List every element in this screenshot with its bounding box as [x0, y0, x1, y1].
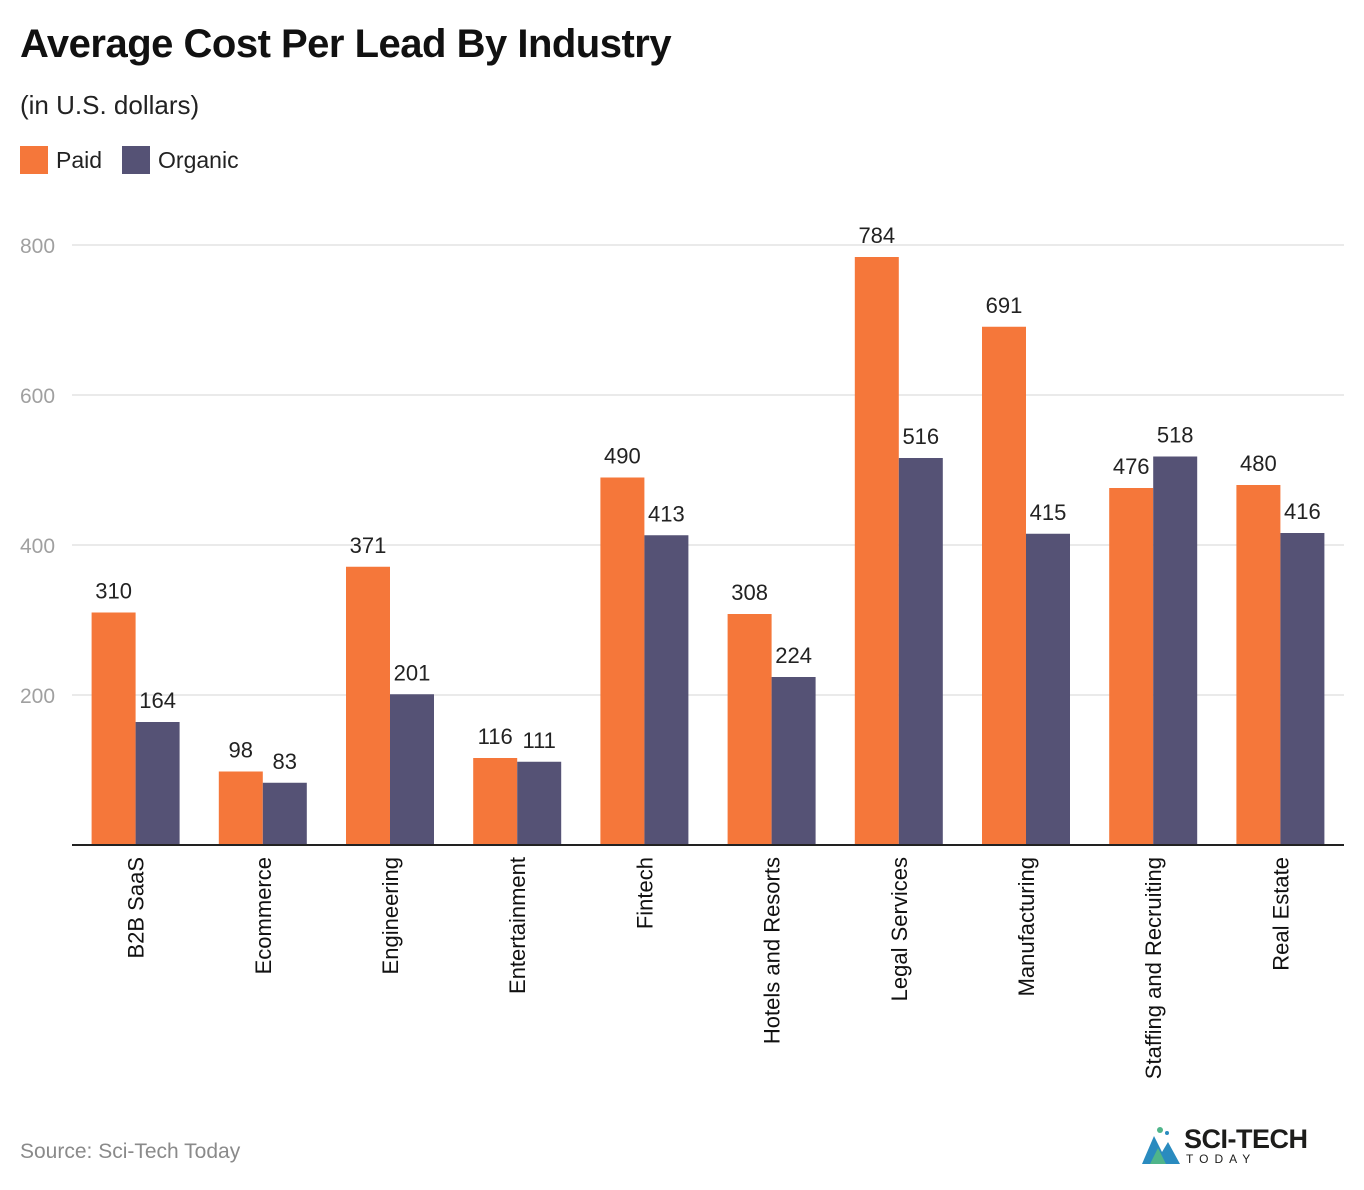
logo-icon — [1142, 1127, 1180, 1164]
bar-paid-5 — [727, 614, 772, 845]
bar-paid-4 — [600, 477, 645, 845]
bar-paid-2 — [346, 566, 390, 845]
data-label-organic-1: 83 — [273, 749, 297, 774]
logo-text: SCI-TECH — [1184, 1124, 1308, 1154]
bar-paid-7 — [982, 326, 1026, 845]
y-tick-label-200: 200 — [20, 685, 55, 708]
bar-paid-3 — [473, 758, 518, 845]
x-tick-label-4: Fintech — [632, 857, 657, 929]
data-label-organic-2: 201 — [394, 660, 431, 685]
logo-subtext: TODAY — [1186, 1152, 1257, 1166]
bar-paid-0 — [91, 612, 136, 845]
bar-paid-6 — [854, 257, 899, 845]
data-label-paid-6: 784 — [858, 223, 895, 248]
data-label-paid-9: 480 — [1240, 451, 1277, 476]
data-label-paid-7: 691 — [986, 293, 1023, 318]
bar-paid-9 — [1236, 485, 1281, 845]
legend-label-paid: Paid — [56, 146, 103, 173]
bar-chart: 200 400 600 800 310 164 B2B SaaS 98 83 Ecommerce 3… — [20, 223, 1344, 1079]
data-label-organic-0: 164 — [139, 688, 176, 713]
bar-organic-9 — [1280, 533, 1325, 845]
legend-label-organic: Organic — [158, 146, 239, 173]
data-label-paid-0: 310 — [95, 579, 132, 604]
bar-organic-6 — [898, 458, 943, 845]
x-tick-label-1: Ecommerce — [251, 857, 276, 974]
bar-paid-1 — [218, 771, 263, 845]
bar-organic-1 — [262, 782, 307, 845]
legend-swatch-organic — [122, 146, 151, 174]
data-label-paid-5: 308 — [731, 580, 768, 605]
data-label-paid-4: 490 — [604, 444, 641, 469]
legend-swatch-paid — [20, 146, 48, 174]
x-tick-label-5: Hotels and Resorts — [760, 857, 785, 1044]
bar-organic-7 — [1026, 533, 1070, 845]
source-note: Source: Sci-Tech Today — [20, 1140, 241, 1163]
x-tick-label-8: Staffing and Recruiting — [1141, 857, 1166, 1079]
bar-organic-4 — [644, 535, 689, 845]
bar-organic-2 — [390, 694, 434, 845]
data-label-paid-8: 476 — [1113, 454, 1150, 479]
data-label-organic-8: 518 — [1157, 423, 1194, 448]
data-label-paid-2: 371 — [350, 533, 387, 558]
x-tick-label-6: Legal Services — [887, 857, 912, 1001]
data-label-organic-9: 416 — [1284, 499, 1321, 524]
x-tick-label-3: Entertainment — [505, 857, 530, 994]
sci-tech-logo: SCI-TECH TODAY — [1140, 1122, 1330, 1170]
bar-organic-3 — [517, 761, 562, 845]
bar-paid-8 — [1109, 488, 1154, 845]
bar-organic-5 — [771, 677, 816, 845]
x-tick-label-9: Real Estate — [1268, 857, 1293, 971]
legend-item-paid: Paid — [20, 146, 102, 174]
bar-organic-8 — [1153, 456, 1198, 845]
legend: Paid Organic — [20, 146, 259, 174]
data-label-organic-7: 415 — [1030, 500, 1067, 525]
data-label-organic-6: 516 — [902, 424, 939, 449]
bar-organic-0 — [135, 722, 180, 845]
data-label-organic-5: 224 — [775, 643, 812, 668]
x-tick-label-7: Manufacturing — [1014, 857, 1039, 996]
chart-subtitle: (in U.S. dollars) — [20, 90, 200, 120]
y-tick-label-800: 800 — [20, 235, 55, 258]
data-label-paid-3: 116 — [478, 724, 513, 749]
y-tick-label-400: 400 — [20, 535, 55, 558]
data-label-organic-3: 111 — [522, 728, 555, 753]
chart-title: Average Cost Per Lead By Industry — [20, 22, 672, 66]
legend-item-organic: Organic — [122, 146, 239, 174]
data-label-paid-1: 98 — [229, 738, 253, 763]
x-tick-label-0: B2B SaaS — [124, 857, 149, 959]
x-tick-label-2: Engineering — [378, 857, 403, 974]
data-label-organic-4: 413 — [648, 501, 685, 526]
y-tick-label-600: 600 — [20, 385, 55, 408]
